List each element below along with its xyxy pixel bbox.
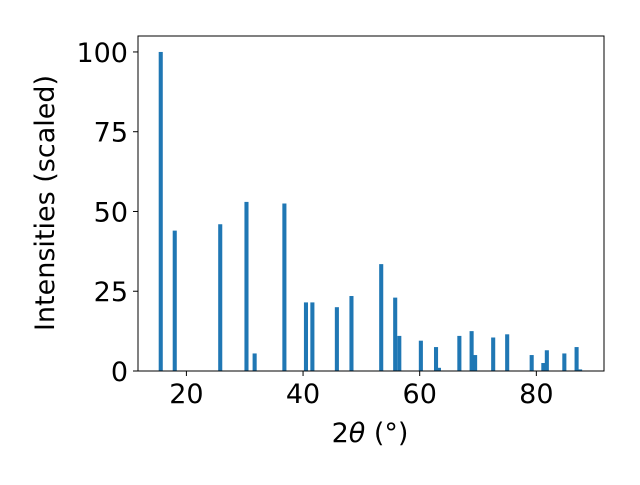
bar-15: [436, 367, 441, 371]
x-axis-label-suffix: (°): [365, 418, 408, 449]
bar-5: [282, 203, 287, 371]
bar-2: [218, 224, 223, 371]
bar-9: [349, 296, 354, 371]
bar-13: [418, 340, 423, 371]
x-axis-label-theta: θ: [349, 418, 366, 449]
y-tick-label-4: 100: [76, 38, 128, 69]
bar-14: [433, 347, 439, 371]
bar-19: [491, 337, 496, 371]
bars-group: [158, 51, 583, 371]
bar-12: [397, 335, 402, 371]
bar-7: [310, 302, 315, 371]
bar-21: [529, 355, 534, 371]
x-tick-label-0: 20: [169, 379, 203, 410]
y-tick-label-0: 0: [111, 357, 128, 388]
x-axis-label-prefix: 2: [332, 418, 349, 449]
y-axis-ticks: 0 25 50 75 100: [76, 38, 138, 388]
bar-8: [334, 307, 339, 371]
y-tick-label-1: 25: [94, 277, 128, 308]
bar-26: [578, 369, 583, 371]
bar-11: [393, 297, 398, 371]
bar-24: [562, 353, 567, 371]
y-tick-label-3: 75: [94, 118, 128, 149]
x-tick-label-2: 60: [403, 379, 437, 410]
x-tick-label-1: 40: [286, 379, 320, 410]
bar-6: [303, 302, 309, 371]
bar-18: [473, 355, 478, 371]
x-axis-label: 2θ (°): [332, 418, 409, 449]
bar-25: [574, 347, 579, 371]
bar-0: [158, 51, 163, 371]
bar-10: [379, 264, 384, 371]
y-tick-label-2: 50: [94, 197, 128, 228]
x-axis-ticks: 20 40 60 80: [169, 371, 554, 410]
bar-1: [172, 230, 177, 371]
y-axis-label: Intensities (scaled): [30, 75, 61, 331]
bar-17: [469, 331, 474, 371]
plot-frame: [137, 35, 605, 372]
bar-3: [244, 201, 249, 371]
bar-23: [544, 350, 549, 371]
bar-4: [252, 353, 257, 371]
bar-16: [457, 335, 462, 371]
bar-22: [541, 363, 546, 371]
bar-20: [505, 334, 510, 371]
x-tick-label-3: 80: [519, 379, 553, 410]
